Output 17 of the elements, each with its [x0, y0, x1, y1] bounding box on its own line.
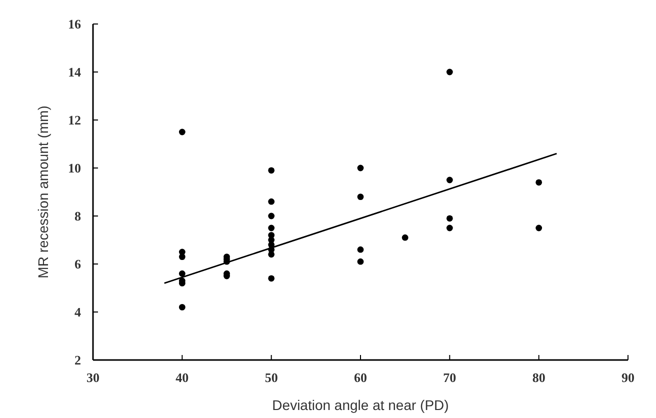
x-tick-label: 30: [86, 370, 100, 385]
x-axis-title: Deviation angle at near (PD): [272, 397, 449, 413]
x-tick-label: 80: [532, 370, 546, 385]
y-tick-label: 12: [68, 112, 81, 128]
x-tick-label: 70: [443, 370, 456, 385]
y-tick-label: 6: [74, 256, 82, 272]
y-tick-label: 4: [74, 304, 82, 320]
x-tick-label: 60: [354, 370, 367, 385]
y-axis-title: MR recession amount (mm): [35, 106, 51, 278]
y-tick-label: 16: [68, 16, 82, 32]
x-tick-label: 90: [622, 370, 634, 385]
y-tick-label: 10: [68, 160, 81, 176]
y-tick-label: 14: [68, 64, 82, 80]
y-tick-label: 8: [74, 208, 82, 224]
x-tick-label: 50: [264, 370, 278, 385]
y-tick-label: 2: [74, 352, 81, 368]
x-tick-label: 40: [176, 370, 189, 385]
